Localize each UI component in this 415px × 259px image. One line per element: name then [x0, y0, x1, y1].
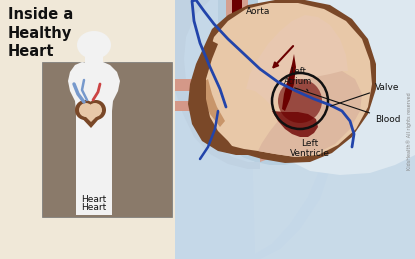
Text: Heart: Heart: [81, 203, 107, 212]
Circle shape: [88, 103, 102, 117]
Text: Aorta: Aorta: [246, 7, 270, 16]
Circle shape: [86, 100, 106, 120]
Polygon shape: [248, 0, 292, 162]
FancyBboxPatch shape: [42, 62, 172, 217]
Text: Left
Atrium: Left Atrium: [284, 67, 312, 91]
Text: Left
Ventricle: Left Ventricle: [290, 139, 330, 159]
Polygon shape: [175, 0, 228, 162]
FancyBboxPatch shape: [85, 52, 103, 66]
Polygon shape: [175, 0, 330, 259]
Circle shape: [79, 103, 93, 117]
Polygon shape: [68, 62, 120, 215]
Polygon shape: [282, 54, 296, 111]
Polygon shape: [200, 3, 372, 157]
Text: KidsHealth® All rights reserved: KidsHealth® All rights reserved: [406, 92, 412, 170]
Polygon shape: [200, 79, 225, 127]
Text: Blood: Blood: [295, 88, 400, 124]
Ellipse shape: [77, 31, 111, 59]
Polygon shape: [80, 111, 102, 122]
Polygon shape: [190, 41, 236, 153]
Text: Valve: Valve: [331, 83, 400, 106]
Circle shape: [75, 100, 95, 120]
FancyBboxPatch shape: [175, 79, 205, 91]
Text: Heart: Heart: [81, 195, 107, 204]
FancyBboxPatch shape: [175, 101, 200, 111]
Polygon shape: [226, 0, 274, 162]
Polygon shape: [258, 69, 362, 157]
Polygon shape: [188, 0, 376, 163]
Polygon shape: [258, 0, 415, 175]
Text: Inside a
Healthy
Heart: Inside a Healthy Heart: [8, 7, 73, 59]
Polygon shape: [218, 111, 325, 165]
Polygon shape: [226, 107, 332, 159]
Polygon shape: [76, 112, 105, 128]
Polygon shape: [232, 104, 320, 151]
Polygon shape: [232, 0, 261, 151]
Polygon shape: [218, 0, 260, 162]
Polygon shape: [175, 0, 415, 259]
Polygon shape: [175, 0, 260, 169]
Circle shape: [278, 79, 322, 123]
Polygon shape: [272, 111, 318, 137]
Polygon shape: [246, 15, 348, 107]
